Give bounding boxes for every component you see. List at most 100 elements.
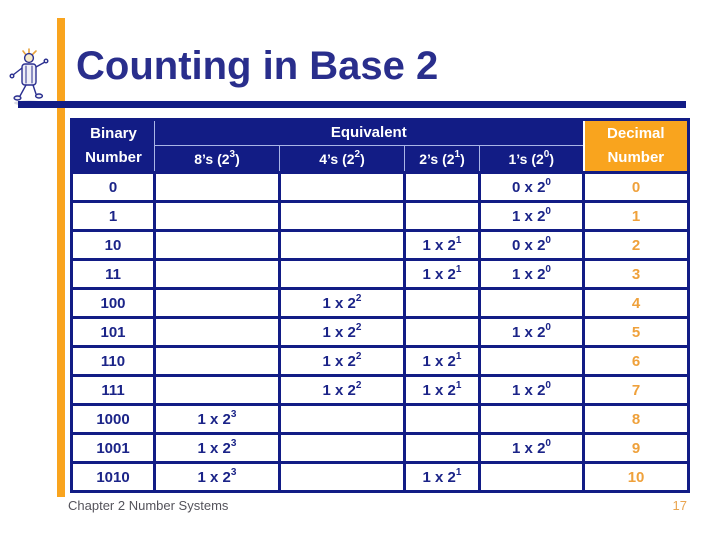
table-row: 110 1 x 22 1 x 21 6 (70, 345, 691, 377)
header-binary-line1: Binary (90, 125, 137, 142)
walking-robot-clipart-icon (9, 48, 49, 106)
equivalent-cell-8s (153, 316, 281, 348)
equivalent-cell-2s (403, 171, 481, 203)
equivalent-cell-4s (278, 200, 406, 232)
binary-cell: 1010 (70, 461, 156, 493)
equivalent-cell-2s: 1 x 21 (403, 374, 481, 406)
header-col-2s: 2’s (21) (404, 145, 480, 173)
equivalent-cell-1s: 1 x 20 (477, 316, 586, 348)
table-row: 1000 1 x 23 8 (70, 403, 691, 435)
page-number: 17 (672, 498, 687, 513)
header-col-8s: 8’s (23) (154, 145, 280, 173)
equivalent-cell-8s (153, 229, 281, 261)
equivalent-cell-8s (153, 258, 281, 290)
equivalent-cell-4s (278, 171, 406, 203)
footer-text: Chapter 2 Number Systems (68, 498, 229, 513)
equivalent-cell-4s (278, 258, 406, 290)
header-equivalent: Equivalent (153, 119, 585, 146)
table-row: 101 1 x 22 1 x 20 5 (70, 316, 691, 348)
header-row-sub: 8’s (23) 4’s (22) 2’s (21) 1’s (20) (72, 145, 689, 173)
accent-bar (57, 18, 65, 497)
decimal-cell: 2 (582, 229, 691, 261)
header-binary-line2: Number (85, 149, 142, 166)
table-header: Binary Number Equivalent Decimal Number … (71, 119, 690, 173)
decimal-cell: 7 (582, 374, 691, 406)
header-decimal-line2: Number (607, 149, 665, 166)
equivalent-cell-4s (278, 229, 406, 261)
equivalent-cell-8s: 1 x 23 (153, 432, 281, 464)
equivalent-cell-4s: 1 x 22 (278, 316, 406, 348)
decimal-cell: 10 (582, 461, 691, 493)
decimal-cell: 6 (582, 345, 691, 377)
equivalent-cell-8s (153, 171, 281, 203)
decimal-cell: 8 (582, 403, 691, 435)
table-row: 111 1 x 22 1 x 21 1 x 20 7 (70, 374, 691, 406)
binary-cell: 1001 (70, 432, 156, 464)
equivalent-cell-8s (153, 374, 281, 406)
title-underline (18, 101, 686, 108)
binary-cell: 1 (70, 200, 156, 232)
equivalent-cell-1s: 0 x 20 (477, 229, 586, 261)
equivalent-cell-2s: 1 x 21 (403, 345, 481, 377)
binary-cell: 0 (70, 171, 156, 203)
equivalent-cell-1s (477, 403, 586, 435)
header-col-1s: 1’s (20) (478, 145, 585, 173)
equivalent-cell-4s (278, 461, 406, 493)
equivalent-cell-1s: 0 x 20 (477, 171, 586, 203)
header-decimal-line1: Decimal (607, 125, 665, 142)
binary-cell: 110 (70, 345, 156, 377)
binary-cell: 111 (70, 374, 156, 406)
equivalent-cell-1s: 1 x 20 (477, 432, 586, 464)
binary-cell: 100 (70, 287, 156, 319)
equivalent-cell-4s: 1 x 22 (278, 345, 406, 377)
equivalent-cell-2s (403, 316, 481, 348)
header-binary-number: Binary Number (71, 119, 155, 173)
decimal-cell: 5 (582, 316, 691, 348)
header-col-4s: 4’s (22) (279, 145, 405, 173)
equivalent-cell-4s (278, 403, 406, 435)
equivalent-cell-2s (403, 200, 481, 232)
table-row: 1010 1 x 23 1 x 21 10 (70, 461, 691, 493)
equivalent-cell-8s: 1 x 23 (153, 403, 281, 435)
decimal-cell: 3 (582, 258, 691, 290)
slide-title: Counting in Base 2 (76, 44, 439, 88)
table-row: 10 1 x 21 0 x 20 2 (70, 229, 691, 261)
equivalent-cell-1s (477, 461, 586, 493)
equivalent-cell-2s (403, 432, 481, 464)
header-row-top: Binary Number Equivalent Decimal Number (71, 119, 690, 173)
decimal-cell: 1 (582, 200, 691, 232)
table-row: 11 1 x 21 1 x 20 3 (70, 258, 691, 290)
equivalent-cell-1s: 1 x 20 (477, 374, 586, 406)
equivalent-cell-8s (153, 345, 281, 377)
header-decimal-number: Decimal Number (582, 119, 690, 173)
equivalent-cell-4s: 1 x 22 (278, 287, 406, 319)
equivalent-cell-1s (477, 287, 586, 319)
decimal-cell: 9 (582, 432, 691, 464)
binary-cell: 10 (70, 229, 156, 261)
table-row: 1001 1 x 23 1 x 20 9 (70, 432, 691, 464)
equivalent-cell-2s: 1 x 21 (403, 461, 481, 493)
binary-cell: 11 (70, 258, 156, 290)
equivalent-cell-8s: 1 x 23 (153, 461, 281, 493)
equivalent-cell-2s (403, 287, 481, 319)
equivalent-cell-8s (153, 287, 281, 319)
equivalent-cell-1s (477, 345, 586, 377)
equivalent-cell-4s (278, 432, 406, 464)
equivalent-cell-2s (403, 403, 481, 435)
equivalent-cell-4s: 1 x 22 (278, 374, 406, 406)
equivalent-cell-8s (153, 200, 281, 232)
table-row: 100 1 x 22 4 (70, 287, 691, 319)
slide-footer: Chapter 2 Number Systems 17 (68, 498, 687, 513)
equivalent-cell-2s: 1 x 21 (403, 258, 481, 290)
equivalent-cell-2s: 1 x 21 (403, 229, 481, 261)
base2-counting-table: Binary Number Equivalent Decimal Number … (70, 118, 691, 493)
equivalent-cell-1s: 1 x 20 (477, 258, 586, 290)
decimal-cell: 0 (582, 171, 691, 203)
decimal-cell: 4 (582, 287, 691, 319)
binary-cell: 1000 (70, 403, 156, 435)
binary-cell: 101 (70, 316, 156, 348)
